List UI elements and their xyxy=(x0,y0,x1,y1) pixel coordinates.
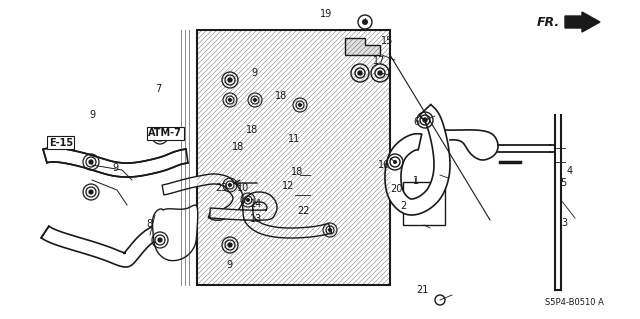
Circle shape xyxy=(89,160,93,164)
Circle shape xyxy=(328,228,332,232)
Circle shape xyxy=(228,183,232,187)
Text: 13: 13 xyxy=(250,213,262,224)
Polygon shape xyxy=(152,205,198,261)
Polygon shape xyxy=(162,174,243,220)
Text: 18: 18 xyxy=(246,124,259,135)
Text: 11: 11 xyxy=(288,134,300,145)
Text: 21: 21 xyxy=(416,285,429,295)
Circle shape xyxy=(378,71,382,75)
Text: 4: 4 xyxy=(566,166,573,176)
Circle shape xyxy=(362,19,368,25)
Text: 14: 14 xyxy=(250,198,262,209)
Circle shape xyxy=(228,98,232,102)
Text: 10: 10 xyxy=(237,183,249,193)
Circle shape xyxy=(89,190,93,194)
Text: 3: 3 xyxy=(561,218,568,228)
Text: 7: 7 xyxy=(156,84,162,94)
Text: 9: 9 xyxy=(112,163,118,174)
Text: 8: 8 xyxy=(146,219,152,229)
Text: 23: 23 xyxy=(215,183,227,193)
Circle shape xyxy=(158,238,162,242)
Text: 5: 5 xyxy=(560,178,566,189)
Text: S5P4-B0510 A: S5P4-B0510 A xyxy=(545,298,604,307)
Text: 2: 2 xyxy=(400,201,406,211)
Circle shape xyxy=(423,118,427,122)
Text: 15: 15 xyxy=(381,36,393,47)
Text: 19: 19 xyxy=(320,9,332,19)
Text: 9: 9 xyxy=(252,68,258,78)
Text: 16: 16 xyxy=(378,160,390,170)
Circle shape xyxy=(358,71,362,75)
Circle shape xyxy=(158,134,162,138)
Text: E-15: E-15 xyxy=(49,137,73,148)
Text: 1: 1 xyxy=(413,176,419,186)
Circle shape xyxy=(298,103,302,107)
Text: 18: 18 xyxy=(232,142,244,152)
Circle shape xyxy=(228,78,232,82)
Text: 18: 18 xyxy=(275,91,287,101)
FancyArrow shape xyxy=(565,12,600,32)
Text: 18: 18 xyxy=(291,167,303,177)
Circle shape xyxy=(393,160,397,164)
Text: 17: 17 xyxy=(372,56,385,66)
Polygon shape xyxy=(210,192,332,238)
Text: 9: 9 xyxy=(226,260,232,270)
Text: ATM-7: ATM-7 xyxy=(148,128,182,138)
Circle shape xyxy=(253,98,257,102)
Text: FR.: FR. xyxy=(537,16,560,28)
Text: 22: 22 xyxy=(298,205,310,216)
Circle shape xyxy=(228,243,232,247)
Text: 12: 12 xyxy=(282,181,294,191)
Polygon shape xyxy=(345,38,380,55)
Text: 6: 6 xyxy=(413,117,419,127)
Circle shape xyxy=(246,198,250,202)
Bar xyxy=(197,30,390,285)
Bar xyxy=(403,182,445,225)
Polygon shape xyxy=(41,219,189,267)
Polygon shape xyxy=(385,104,450,215)
Text: 20: 20 xyxy=(390,184,403,194)
Polygon shape xyxy=(43,148,188,177)
Text: 9: 9 xyxy=(90,110,96,120)
